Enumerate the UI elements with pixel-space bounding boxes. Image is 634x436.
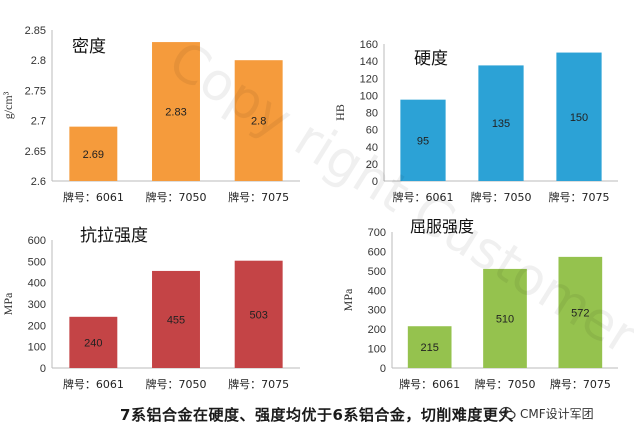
y-tick-label: 120 <box>360 73 378 85</box>
y-tick-label: 200 <box>28 320 46 332</box>
y-tick-label: 2.85 <box>25 25 46 37</box>
bar-data-label: 95 <box>417 135 429 147</box>
bar <box>407 326 452 368</box>
bar-data-label: 2.8 <box>251 116 266 128</box>
bar <box>234 260 283 368</box>
x-tick-label: 牌号：6061 <box>63 190 124 204</box>
chart-title: 屈服强度 <box>410 217 474 236</box>
chart-panel: 0 100 200 300 400 500 600 MPa 240 牌号：6061 455 牌号：70… <box>1 226 300 391</box>
bar <box>400 99 446 181</box>
chart-panel: 0 100 200 300 400 500 600 700 MPa 215 牌号：6061 510 牌号… <box>341 217 618 391</box>
y-tick-label: 100 <box>360 90 378 102</box>
y-tick-label: 100 <box>28 342 46 354</box>
x-tick-label: 牌号：7050 <box>146 190 207 204</box>
chart-title: 密度 <box>72 37 106 57</box>
x-tick-label: 牌号：7075 <box>228 190 289 204</box>
bar <box>234 60 283 182</box>
x-tick-label: 牌号：6061 <box>399 377 460 391</box>
bar-data-label: 240 <box>84 337 102 349</box>
y-tick-label: 300 <box>368 305 386 317</box>
y-tick-label: 400 <box>28 278 46 290</box>
bar-data-label: 215 <box>420 342 438 354</box>
chart-title: 抗拉强度 <box>80 226 148 246</box>
y-tick-label: 500 <box>368 266 386 278</box>
bar <box>152 42 200 181</box>
y-tick-label: 80 <box>366 108 378 120</box>
y-tick-label: 700 <box>368 227 386 239</box>
bar-data-label: 2.69 <box>83 149 104 161</box>
y-tick-label: 2.75 <box>25 85 46 97</box>
y-tick-label: 0 <box>372 176 378 188</box>
bar <box>69 126 118 181</box>
y-axis-label: MPa <box>341 288 355 311</box>
watermark: CMF设计军团 <box>500 402 594 424</box>
chart-panel: 2.6 2.65 2.7 2.75 2.8 2.85 g/cm³ 2.69 牌号：6061 2.8… <box>1 25 300 204</box>
x-tick-label: 牌号：7050 <box>475 377 536 391</box>
y-tick-label: 600 <box>368 246 386 258</box>
bar-data-label: 150 <box>570 112 588 124</box>
y-tick-label: 500 <box>28 256 46 268</box>
bar <box>483 268 527 368</box>
bar-data-label: 503 <box>249 309 267 321</box>
y-tick-label: 40 <box>366 142 378 154</box>
x-tick-label: 牌号：7075 <box>549 190 610 204</box>
y-tick-label: 140 <box>360 56 378 68</box>
x-tick-label: 牌号：6061 <box>393 190 454 204</box>
bar <box>152 270 200 368</box>
bar <box>556 52 602 181</box>
y-tick-label: 300 <box>28 299 46 311</box>
x-tick-label: 牌号：7075 <box>228 377 289 391</box>
y-tick-label: 2.8 <box>31 55 46 67</box>
y-tick-label: 0 <box>380 363 386 375</box>
wechat-icon <box>500 406 516 420</box>
bar-data-label: 135 <box>492 118 510 130</box>
y-tick-label: 20 <box>366 159 378 171</box>
bar-data-label: 2.83 <box>165 107 186 119</box>
figure-caption: 7系铝合金在硬度、强度均优于6系铝合金，切削难度更大 <box>120 406 514 424</box>
y-tick-label: 2.6 <box>31 176 46 188</box>
y-axis-label: MPa <box>1 292 15 315</box>
x-tick-label: 牌号：7075 <box>550 377 611 391</box>
bar <box>558 256 603 368</box>
y-tick-label: 0 <box>40 363 46 375</box>
y-axis-label: HB <box>333 104 347 121</box>
chart-title: 硬度 <box>414 49 448 69</box>
y-tick-label: 100 <box>368 344 386 356</box>
y-tick-label: 60 <box>366 125 378 137</box>
x-tick-label: 牌号：7050 <box>146 377 207 391</box>
bar <box>69 316 118 368</box>
y-tick-label: 2.65 <box>25 146 46 158</box>
y-tick-label: 400 <box>368 285 386 297</box>
bar-data-label: 510 <box>496 313 514 325</box>
chart-panel: 0 20 40 60 80 100 120 140 160 HB 95 牌号：6061 135 牌号：70… <box>333 39 618 204</box>
bar-data-label: 572 <box>571 307 589 319</box>
y-tick-label: 160 <box>360 39 378 51</box>
y-tick-label: 200 <box>368 324 386 336</box>
watermark-text: CMF设计军团 <box>520 406 594 421</box>
y-axis-label: g/cm³ <box>1 91 15 119</box>
x-tick-label: 牌号：7050 <box>471 190 532 204</box>
x-tick-label: 牌号：6061 <box>63 377 124 391</box>
y-tick-label: 2.7 <box>31 116 46 128</box>
y-tick-label: 600 <box>28 235 46 247</box>
bar <box>478 65 524 181</box>
bar-data-label: 455 <box>167 314 185 326</box>
